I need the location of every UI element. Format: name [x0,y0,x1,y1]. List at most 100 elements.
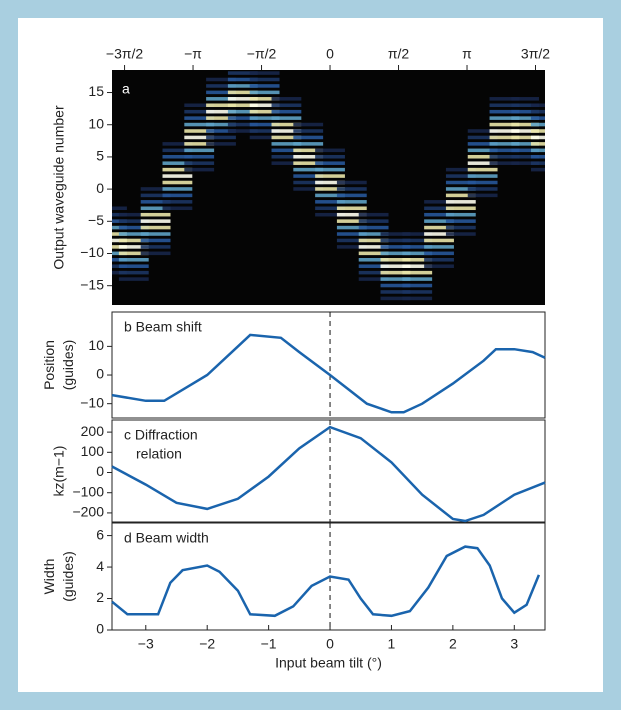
heatmap-streak [511,109,539,114]
heatmap-streak [227,103,258,108]
heatmap-streak [424,200,454,204]
heatmap-streak [293,180,324,185]
heatmap-streak [445,187,476,191]
heatmap-streak [184,167,215,172]
y-tick-label: −5 [88,212,104,228]
heatmap-streak [424,251,454,256]
heatmap-streak [380,264,411,268]
heatmap-streak [402,283,433,288]
heatmap-streak [140,238,171,243]
heatmap-streak [511,97,539,101]
y-tick-label: 0 [96,463,104,479]
heatmap-streak [489,148,520,153]
y-tick-label: 0 [96,366,104,382]
heatmap-streak [467,154,498,159]
heatmap-streak [206,103,236,108]
heatmap-streak [293,154,324,159]
heatmap-streak [184,129,215,133]
heatmap-streak [227,122,258,127]
heatmap-streak [424,258,454,262]
heatmap-streak [424,264,454,268]
y-axis-label: Output waveguide number [51,105,67,270]
heatmap-streak [489,142,520,146]
heatmap-streak [467,193,498,198]
heatmap-streak [467,180,498,185]
heatmap-streak [402,277,433,281]
heatmap-streak [184,135,215,140]
y-tick-label: −15 [80,276,104,292]
heatmap-streak [315,200,345,204]
heatmap-streak [140,245,171,249]
y-tick-label: 0 [96,180,104,196]
heatmap-streak [445,212,476,217]
heatmap-streak [424,232,454,236]
heatmap-streak [140,187,171,191]
x-tick-label: 0 [326,636,334,652]
y-tick-label: 200 [81,423,105,439]
plot-frame [111,311,546,419]
heatmap-streak [271,142,302,146]
heatmap-streak [336,200,367,204]
heatmap-streak [467,129,498,133]
heatmap-streak [315,212,345,217]
heatmap-streak [402,290,433,294]
panel-annotation: b Beam shift [124,319,202,335]
y-axis-label: (guides) [60,551,76,602]
heatmap-streak [162,174,193,178]
y-tick-label: 5 [96,148,104,164]
heatmap-streak [249,84,280,88]
y-tick-label: −10 [80,244,104,260]
heatmap-streak [271,161,302,165]
heatmap-streak [445,225,476,230]
heatmap-streak [162,161,193,165]
heatmap-streak [140,225,171,230]
x-tick-label: 0 [326,46,334,62]
heatmap-streak [271,154,302,159]
heatmap-streak [162,142,193,146]
heatmap-streak [445,232,476,236]
heatmap-streak [315,148,345,153]
heatmap-streak [184,109,215,114]
y-axis-label: Position [41,340,57,390]
heatmap-streak [271,109,302,114]
y-tick-label: −100 [72,483,104,499]
heatmap-streak [293,129,324,133]
heatmap-streak [249,129,280,133]
heatmap-streak [402,245,433,249]
heatmap-streak [402,296,433,301]
heatmap-streak [249,122,280,127]
heatmap-streak [315,193,345,198]
heatmap-streak [489,154,520,159]
heatmap-streak [445,167,476,172]
heatmap-streak [336,232,367,236]
heatmap-streak [424,238,454,243]
heatmap-streak [530,142,545,146]
heatmap-streak [489,122,520,127]
heatmap-streak [380,258,411,262]
heatmap-streak [184,142,215,146]
heatmap-streak [227,129,258,133]
heatmap-streak [162,200,193,204]
heatmap-streak [336,206,367,211]
heatmap-streak [358,264,389,268]
heatmap-streak [530,154,545,159]
y-tick-label: 0 [96,621,104,637]
heatmap-streak [206,77,236,82]
heatmap-streak [380,270,411,275]
y-tick-label: 15 [88,83,104,99]
x-tick-label: π/2 [388,46,410,62]
heatmap-streak [227,90,258,95]
y-tick-label: −200 [72,504,104,520]
heatmap-streak [315,154,345,159]
y-tick-label: 6 [96,526,104,542]
heatmap-streak [206,84,236,88]
heatmap-streak [140,206,171,211]
heatmap-streak [271,148,302,153]
heatmap-streak [424,219,454,223]
heatmap-streak [118,212,149,217]
heatmap-streak [467,142,498,146]
heatmap-streak [445,174,476,178]
x-tick-label: 1 [388,636,396,652]
heatmap-streak [380,296,411,301]
heatmap-streak [118,245,149,249]
